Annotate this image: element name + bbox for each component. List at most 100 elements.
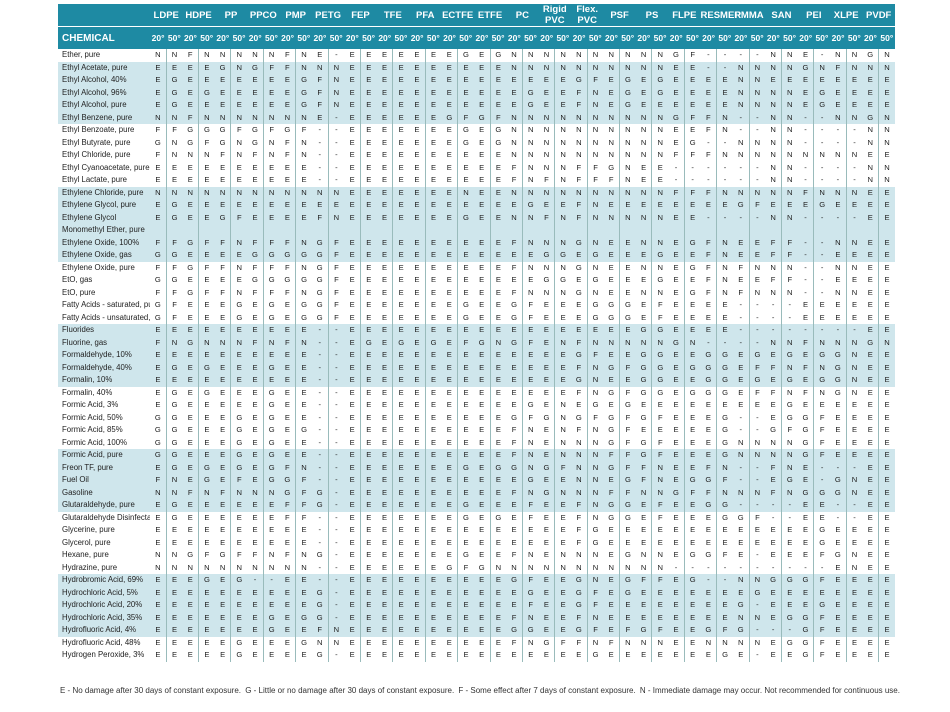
rating: N xyxy=(862,124,880,137)
rating: N xyxy=(754,437,761,447)
rating: - xyxy=(335,650,338,659)
rating: E xyxy=(236,512,242,522)
rating: E xyxy=(884,650,890,659)
rating: E xyxy=(204,512,210,522)
chemical-row: Hydrochloric Acid, 35% E E E E E E E G E G G - E E E E E E… xyxy=(58,611,895,624)
rating: E xyxy=(473,124,491,137)
rating: E xyxy=(198,599,215,612)
chemical-name: Ethyl Cyanoacetate, pure xyxy=(62,162,150,172)
rating: E xyxy=(716,74,733,87)
rating: E xyxy=(344,274,361,287)
rating: G xyxy=(592,275,599,284)
rating: N xyxy=(851,287,858,297)
rating: E xyxy=(398,137,404,147)
rating: F xyxy=(755,512,760,522)
rating: F xyxy=(172,125,177,134)
rating: N xyxy=(522,186,539,199)
rating: E xyxy=(619,611,636,624)
rating: E xyxy=(214,536,232,549)
rating: N xyxy=(732,574,750,587)
rating: E xyxy=(700,611,718,624)
rating: G xyxy=(560,275,567,284)
rating: E xyxy=(846,86,863,99)
rating: E xyxy=(441,536,459,549)
rating: E xyxy=(538,436,556,449)
rating: F xyxy=(635,474,653,487)
rating: E xyxy=(781,586,798,599)
rating: N xyxy=(635,211,653,237)
rating: E xyxy=(230,99,248,112)
rating: F xyxy=(506,486,523,499)
rating: E xyxy=(700,649,718,662)
temperature-header: 50° xyxy=(716,26,733,49)
rating: F xyxy=(684,486,701,499)
rating: G xyxy=(797,649,815,662)
rating: E xyxy=(392,86,410,99)
rating: E xyxy=(830,74,847,87)
chemical-row: Ethyl Butyrate, pure G N G F G N G N F N - - E E E E E E E G… xyxy=(58,136,895,149)
rating: N xyxy=(166,486,183,499)
rating: G xyxy=(570,574,588,587)
rating: - xyxy=(765,624,782,637)
rating: E xyxy=(862,311,880,324)
rating: N xyxy=(657,50,664,59)
rating: E xyxy=(862,374,880,387)
rating: - xyxy=(813,111,831,124)
rating: N xyxy=(506,136,523,149)
rating: E xyxy=(490,211,507,237)
rating: G xyxy=(198,474,215,487)
rating: F xyxy=(247,149,264,162)
chemical-name: Ethyl Lactate, pure xyxy=(62,175,128,184)
rating: E xyxy=(684,599,701,612)
rating: F xyxy=(522,599,539,612)
rating: E xyxy=(700,511,718,524)
rating: E xyxy=(684,611,701,624)
rating: N xyxy=(884,162,890,172)
rating: E xyxy=(409,624,426,637)
rating: F xyxy=(182,49,200,62)
rating: N xyxy=(279,111,297,124)
rating: E xyxy=(392,586,410,599)
rating: E xyxy=(819,312,825,322)
rating: N xyxy=(263,111,280,124)
rating: N xyxy=(592,437,599,447)
rating: N xyxy=(732,186,750,199)
rating: G xyxy=(268,312,275,322)
rating: N xyxy=(528,137,534,147)
rating: F xyxy=(204,550,210,559)
rating: E xyxy=(570,649,588,662)
rating: - xyxy=(716,211,733,237)
rating: E xyxy=(787,537,793,547)
rating: E xyxy=(830,424,847,437)
chemical-name: Hydrazine, pure xyxy=(62,562,118,572)
rating: N xyxy=(560,287,566,297)
rating: E xyxy=(700,586,718,599)
rating: N xyxy=(560,425,566,434)
rating: E xyxy=(668,499,685,512)
rating: N xyxy=(619,336,636,349)
rating: G xyxy=(592,312,599,322)
rating: F xyxy=(279,461,297,474)
chemical-name: Ether, pure xyxy=(62,50,101,59)
rating: N xyxy=(851,150,858,159)
rating: E xyxy=(700,99,718,112)
rating: - xyxy=(765,511,782,524)
rating: E xyxy=(431,437,437,447)
rating: E xyxy=(360,86,377,99)
rating: E xyxy=(619,199,636,212)
rating: - xyxy=(749,599,766,612)
rating: E xyxy=(862,449,880,462)
rating: E xyxy=(441,261,459,274)
material-header: HDPE xyxy=(182,4,215,27)
rating: E xyxy=(862,486,880,499)
rating: E xyxy=(366,550,372,559)
rating: E xyxy=(398,400,404,409)
rating: E xyxy=(344,124,361,137)
rating: E xyxy=(409,186,426,199)
temperature-header: 50° xyxy=(295,26,312,49)
rating: N xyxy=(635,49,653,62)
rating: - xyxy=(328,499,345,512)
rating: E xyxy=(862,99,880,112)
rating: N xyxy=(722,637,728,647)
rating: G xyxy=(749,349,766,362)
